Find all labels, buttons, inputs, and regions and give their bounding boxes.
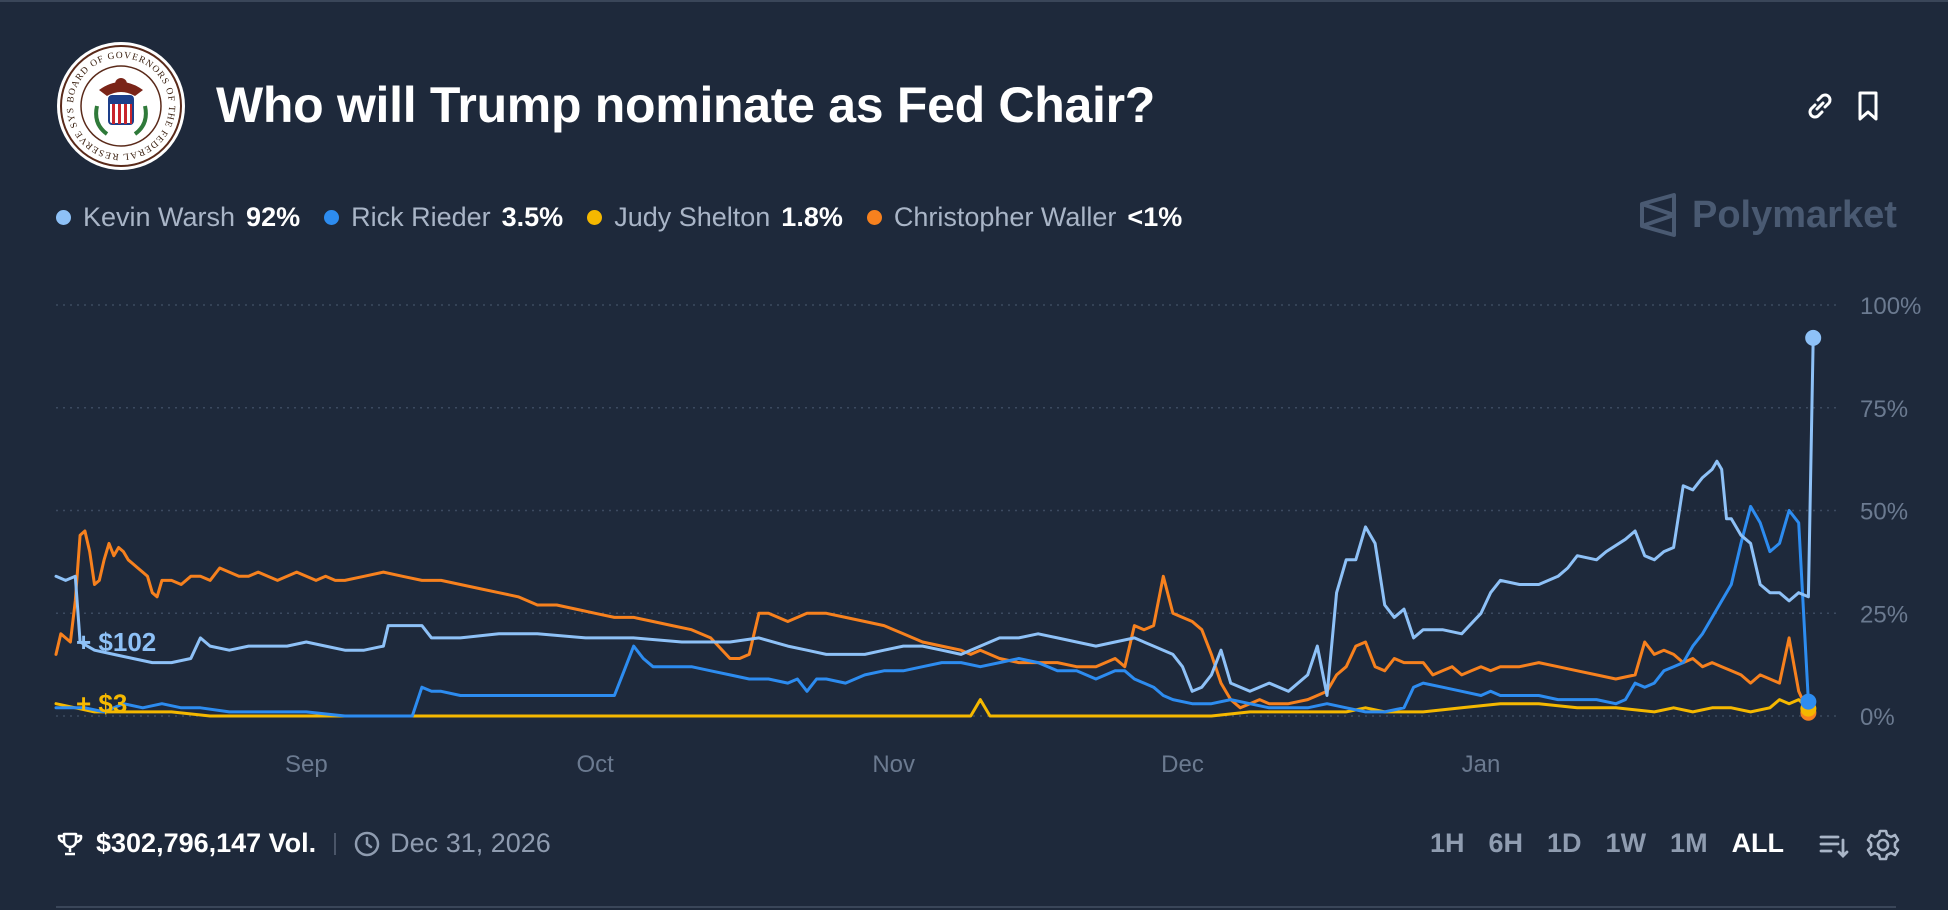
polymarket-logo-icon	[1640, 193, 1676, 237]
legend-dot	[587, 210, 603, 225]
legend-dot	[866, 210, 882, 225]
range-6h[interactable]: 6H	[1488, 828, 1524, 858]
price-history-chart[interactable]: 100% 75% 50% 25% 0% Sep Oct Nov Dec Jan + $102 + $3	[0, 0, 1948, 800]
legend-value: <1%	[1127, 202, 1183, 232]
chart-legend: Kevin Warsh 92% Rick Rieder 3.5% Judy Sh…	[56, 202, 1206, 233]
range-all[interactable]: ALL	[1731, 828, 1785, 858]
x-tick-label: Oct	[577, 751, 615, 778]
top-border	[0, 0, 1948, 2]
legend-dot	[56, 210, 71, 225]
legend-value: 1.8%	[781, 202, 843, 232]
y-tick-label: 100%	[1860, 293, 1921, 320]
volume-label: $302,796,147 Vol.	[96, 828, 317, 858]
y-tick-label: 50%	[1860, 499, 1908, 526]
legend-dot	[324, 210, 340, 225]
y-tick-label: 25%	[1860, 601, 1908, 628]
clock-icon	[354, 831, 380, 856]
x-tick-label: Nov	[872, 751, 915, 778]
end-date: Dec 31, 2026	[390, 828, 551, 858]
legend-name: Christopher Waller	[893, 202, 1117, 232]
series-annotation: + $102	[76, 627, 156, 657]
x-tick-label: Sep	[285, 751, 328, 778]
y-tick-label: 75%	[1860, 396, 1908, 423]
series-annotation: + $3	[76, 689, 127, 719]
range-1h[interactable]: 1H	[1430, 828, 1465, 858]
time-range-selector: 1H 6H 1D 1W 1M ALL	[1430, 828, 1808, 859]
legend-item-rick-rieder[interactable]: Rick Rieder 3.5%	[324, 202, 563, 233]
series-line-judy-shelton	[54, 698, 1810, 718]
y-tick-label: 0%	[1860, 704, 1895, 731]
market-info: $302,796,147 Vol. Dec 31, 2026	[56, 828, 551, 859]
settings-gear-icon[interactable]	[1866, 828, 1900, 862]
brand-name: Polymarket	[1692, 193, 1897, 236]
polymarket-brand: Polymarket	[1636, 192, 1897, 238]
end-marker-rick-rieder	[1800, 693, 1817, 710]
legend-item-kevin-warsh[interactable]: Kevin Warsh 92%	[56, 202, 300, 233]
page-title: Who will Trump nominate as Fed Chair?	[216, 77, 1155, 133]
legend-item-christopher-waller[interactable]: Christopher Waller <1%	[866, 202, 1183, 233]
sort-lines-icon[interactable]	[1816, 828, 1850, 862]
series-line-christopher-waller	[54, 529, 1810, 715]
legend-name: Judy Shelton	[614, 202, 771, 232]
bookmark-icon[interactable]	[1850, 88, 1886, 124]
range-1d[interactable]: 1D	[1547, 828, 1582, 858]
x-tick-label: Jan	[1462, 751, 1501, 778]
x-tick-label: Dec	[1161, 751, 1204, 778]
series-line-kevin-warsh	[54, 336, 1815, 697]
range-1w[interactable]: 1W	[1605, 828, 1647, 858]
fed-seal-logo: BOARD OF GOVERNORS OF THE FEDERAL RESERV…	[50, 33, 187, 172]
legend-name: Rick Rieder	[351, 202, 491, 232]
range-1m[interactable]: 1M	[1670, 828, 1708, 858]
end-marker-kevin-warsh	[1805, 329, 1822, 346]
series-line-rick-rieder	[54, 504, 1810, 718]
divider	[334, 832, 337, 855]
bottom-border	[56, 906, 1896, 908]
legend-item-judy-shelton[interactable]: Judy Shelton 1.8%	[587, 202, 843, 233]
legend-value: 92%	[246, 202, 301, 232]
link-icon[interactable]	[1802, 88, 1838, 124]
trophy-icon	[57, 832, 83, 855]
legend-value: 3.5%	[501, 202, 564, 232]
legend-name: Kevin Warsh	[83, 202, 236, 232]
